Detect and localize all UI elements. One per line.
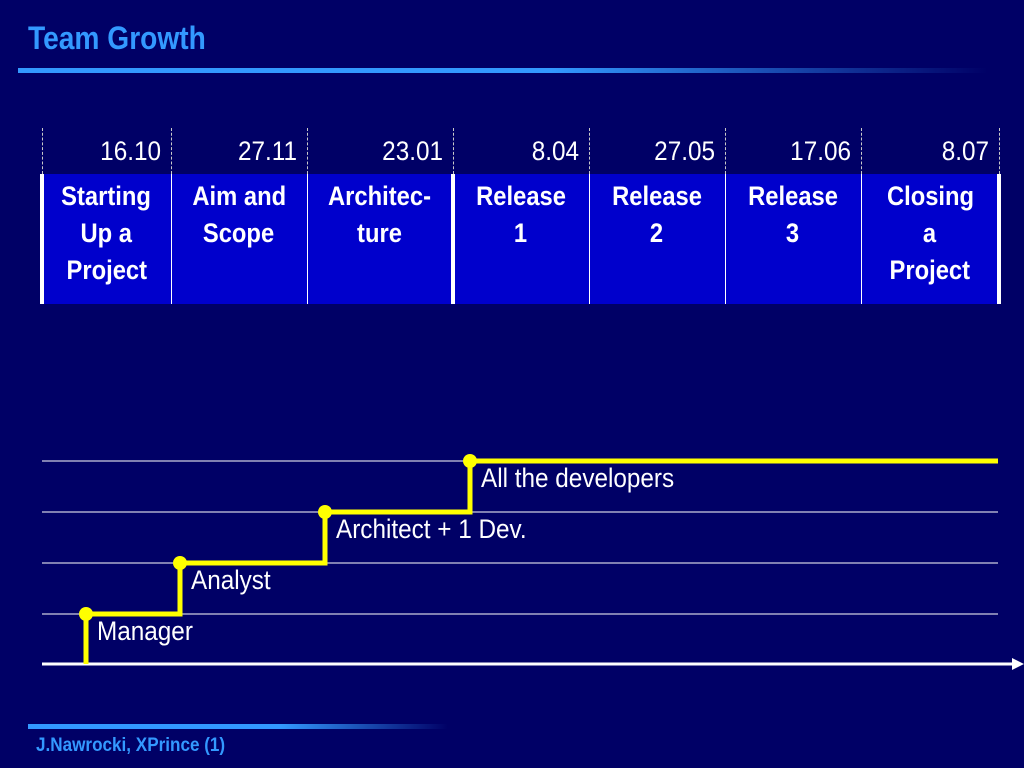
phase-end-date: 23.01: [382, 136, 443, 166]
role-label: Analyst: [191, 565, 271, 595]
phase-label-line: Release: [748, 181, 838, 211]
phase-label-line: Closing: [886, 181, 974, 211]
phase-label-line: 3: [786, 218, 800, 248]
date-divider: [307, 128, 308, 174]
phase-cell: Release 2: [589, 174, 725, 304]
date-divider: [999, 128, 1000, 174]
role-label: All the developers: [481, 463, 675, 493]
time-axis-arrowhead: [1012, 658, 1024, 670]
phase-divider: [307, 174, 308, 304]
step-marker: [318, 505, 332, 519]
phase-divider: [451, 174, 455, 304]
role-label: Architect + 1 Dev.: [336, 514, 527, 544]
phase-label-line: a: [923, 218, 937, 248]
step-marker: [173, 556, 187, 570]
phase-cell: Architec-ture: [307, 174, 453, 304]
phase-label-line: 1: [514, 218, 528, 248]
step-marker: [79, 607, 93, 621]
date-divider: [725, 128, 726, 174]
phase-divider: [589, 174, 590, 304]
footer-underline: [28, 724, 448, 729]
date-divider: [589, 128, 590, 174]
phase-label-line: Scope: [203, 218, 275, 248]
phase-cell: Closing a Project: [861, 174, 999, 304]
phase-end-date: 8.04: [531, 136, 579, 166]
phase-cell: Aim and Scope: [171, 174, 307, 304]
phase-end-date: 27.05: [654, 136, 715, 166]
phase-end-date: 8.07: [941, 136, 989, 166]
role-label: Manager: [97, 616, 193, 646]
phase-end-date: 17.06: [790, 136, 851, 166]
date-divider: [42, 128, 43, 174]
phase-label-line: Release: [476, 181, 566, 211]
phase-divider: [725, 174, 726, 304]
phase-label-line: Architec-: [328, 181, 432, 211]
date-divider: [861, 128, 862, 174]
phase-label-line: ture: [357, 218, 403, 248]
phase-divider: [171, 174, 172, 304]
phase-divider: [997, 174, 1001, 304]
phase-end-date: 16.10: [100, 136, 161, 166]
date-divider: [171, 128, 172, 174]
slide-title: Team Growth: [28, 20, 206, 56]
phase-label-line: Aim and: [192, 181, 286, 211]
phase-label-line: Project: [66, 255, 147, 285]
team-size-staircase: [83, 458, 998, 664]
phase-label-line: Release: [612, 181, 702, 211]
phase-divider: [40, 174, 44, 304]
phase-cell: Release 1: [453, 174, 589, 304]
phase-label-line: 2: [650, 218, 664, 248]
step-marker: [463, 454, 477, 468]
slide-footer: J.Nawrocki, XPrince (1): [36, 735, 226, 756]
phase-cell: Release 3: [725, 174, 861, 304]
phase-row: [42, 174, 1000, 304]
phase-label-line: Starting: [61, 181, 152, 211]
date-divider: [453, 128, 454, 174]
phase-end-date: 27.11: [237, 136, 297, 166]
phase-cell: Starting Up a Project: [42, 174, 171, 304]
phase-label-line: Up a: [80, 218, 133, 248]
phase-divider: [861, 174, 862, 304]
phase-label-line: Project: [889, 255, 971, 285]
title-underline: [18, 68, 988, 73]
